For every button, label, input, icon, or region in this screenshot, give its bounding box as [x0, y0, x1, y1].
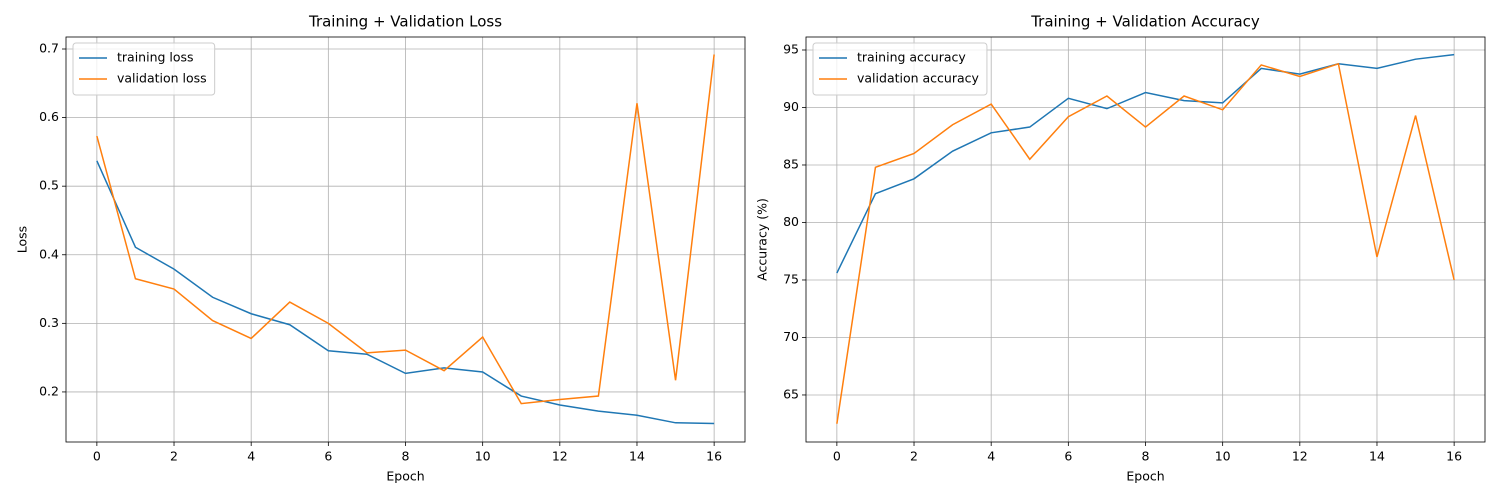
y-tick-label: 0.7: [39, 41, 59, 56]
x-tick-label: 12: [1292, 449, 1308, 464]
x-tick-label: 10: [1215, 449, 1231, 464]
legend-label: training accuracy: [857, 50, 966, 65]
x-tick-label: 16: [706, 449, 722, 464]
y-tick-label: 80: [783, 214, 799, 229]
legend: training loss validation loss: [72, 42, 216, 96]
legend-box: [812, 42, 988, 96]
x-tick-label: 2: [170, 449, 178, 464]
x-tick-label: 14: [1369, 449, 1385, 464]
legend-label: training loss: [117, 50, 194, 65]
legend: training accuracy validation accuracy: [812, 42, 988, 96]
x-tick-label: 8: [402, 449, 410, 464]
x-tick-label: 10: [475, 449, 491, 464]
legend-label: validation accuracy: [857, 71, 980, 86]
x-tick-label: 0: [93, 449, 101, 464]
y-tick-label: 0.3: [39, 315, 59, 330]
y-tick-label: 75: [783, 271, 799, 286]
y-axis-label: Accuracy (%): [755, 198, 770, 281]
axes-frame: [805, 36, 1486, 443]
x-tick-label: 12: [552, 449, 568, 464]
y-tick-label: 70: [783, 329, 799, 344]
y-tick-label: 90: [783, 99, 799, 114]
x-axis-label: Epoch: [386, 469, 424, 484]
y-tick-label: 85: [783, 156, 799, 171]
legend-box: [72, 42, 216, 96]
chart-title: Training + Validation Accuracy: [1030, 13, 1260, 31]
axes-frame: [65, 36, 746, 443]
y-tick-label: 0.5: [39, 178, 59, 193]
x-tick-label: 4: [987, 449, 995, 464]
x-tick-label: 16: [1446, 449, 1462, 464]
y-tick-label: 0.6: [39, 109, 59, 124]
x-tick-label: 6: [1064, 449, 1072, 464]
data-line: [836, 53, 1455, 274]
x-tick-label: 8: [1142, 449, 1150, 464]
y-tick-label: 65: [783, 386, 799, 401]
x-tick-label: 4: [247, 449, 255, 464]
x-tick-label: 0: [833, 449, 841, 464]
data-line: [96, 54, 715, 405]
y-tick-label: 0.2: [39, 383, 59, 398]
data-line: [96, 160, 715, 425]
x-axis-label: Epoch: [1126, 469, 1164, 484]
x-tick-label: 6: [324, 449, 332, 464]
legend-label: validation loss: [117, 71, 207, 86]
chart-title: Training + Validation Loss: [308, 13, 502, 31]
x-tick-label: 14: [629, 449, 645, 464]
x-tick-label: 2: [910, 449, 918, 464]
y-tick-label: 0.4: [39, 246, 59, 261]
y-tick-label: 95: [783, 41, 799, 56]
y-axis-label: Loss: [15, 226, 30, 253]
data-line: [836, 62, 1455, 424]
